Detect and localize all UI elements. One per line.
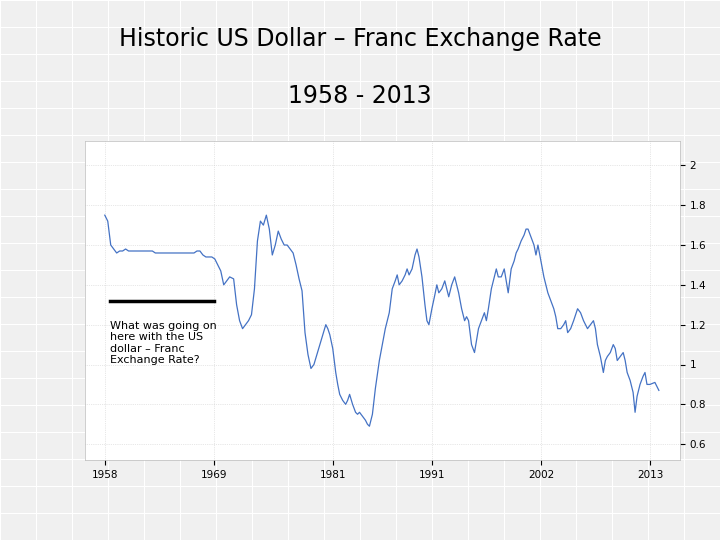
Text: What was going on
here with the US
dollar – Franc
Exchange Rate?: What was going on here with the US dolla… bbox=[109, 321, 217, 366]
Text: 1958 - 2013: 1958 - 2013 bbox=[288, 84, 432, 107]
Text: Historic US Dollar – Franc Exchange Rate: Historic US Dollar – Franc Exchange Rate bbox=[119, 27, 601, 51]
